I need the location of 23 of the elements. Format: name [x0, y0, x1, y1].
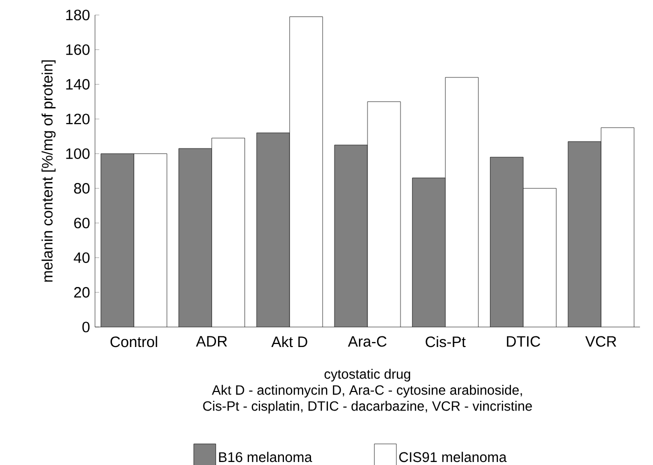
x-tick-label: VCR	[585, 336, 616, 347]
y-tick-label: 40	[74, 252, 90, 263]
legend-label: CIS91 melanoma	[399, 452, 507, 462]
x-tick-label: ADR	[196, 336, 227, 346]
text: Cis-Pt - cisplatin, DTIC - dacarbazine, VCR - vincristine	[203, 400, 532, 414]
x-axis-title: cytostatic drug	[324, 368, 410, 382]
y-tick-label: 0	[82, 322, 90, 332]
y-axis-title: melanin content [%/mg of protein]	[42, 60, 56, 282]
y-tick-label: 100	[66, 148, 90, 159]
y-tick-label: 180	[66, 10, 90, 20]
x-tick-label: Akt D	[271, 336, 308, 348]
text: Akt D - actinomycin D, Ara-C - cytosine arabinoside,	[212, 384, 522, 398]
y-tick-label: 80	[74, 183, 90, 194]
y-tick-label: 60	[74, 218, 90, 228]
x-tick-label: Cis-Pt	[426, 336, 466, 348]
y-tick-label: 120	[66, 114, 90, 124]
y-tick-label: 20	[74, 287, 90, 298]
x-tick-label: DTIC	[506, 336, 540, 347]
y-tick-label: 160	[66, 44, 90, 55]
y-tick-label: 140	[66, 79, 90, 90]
x-tick-label: Ara-C	[348, 336, 387, 347]
legend-label: B16 melanoma	[219, 452, 312, 462]
x-tick-label: Control	[110, 336, 158, 348]
